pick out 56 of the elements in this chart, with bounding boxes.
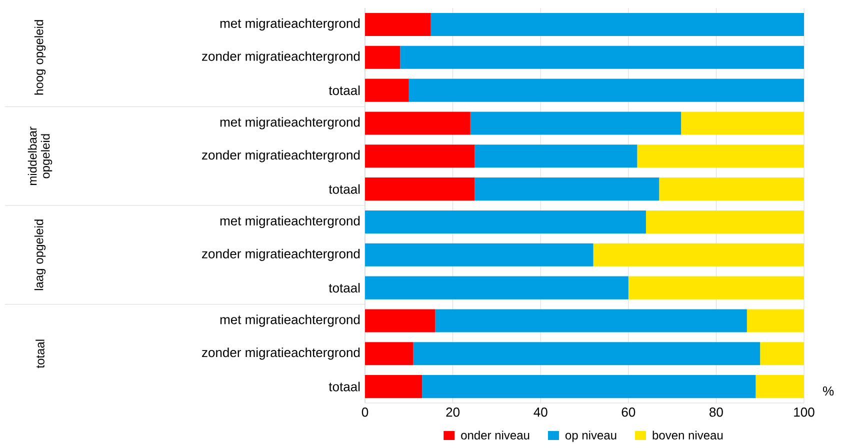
bar: [365, 276, 628, 300]
y-tick-label: totaal: [328, 382, 360, 392]
text: hoog opgeleid: [34, 20, 46, 95]
bar: [637, 144, 804, 168]
bar: [474, 144, 638, 168]
y-tick-label: totaal: [328, 86, 360, 96]
y-tick-label: zonder migratieachtergrond: [202, 348, 360, 360]
bar: [365, 375, 422, 398]
bar: [365, 112, 470, 135]
bar: [646, 210, 804, 234]
x-tick-label: 40: [534, 408, 548, 417]
bar: [365, 178, 475, 201]
y-tick-label: met migratieachtergrond: [220, 18, 360, 31]
x-tick-label: 20: [446, 408, 460, 417]
bar: [408, 78, 804, 102]
bar: [365, 309, 436, 332]
y-tick-label: met migratieachtergrond: [220, 216, 360, 228]
y-tick-label: met migratieachtergrond: [220, 117, 360, 130]
legend-label: onder niveau: [461, 430, 530, 440]
bar: [365, 210, 646, 234]
bar: [400, 46, 804, 69]
bar: [365, 78, 409, 102]
bar: [435, 309, 747, 332]
legend-label: boven niveau: [652, 430, 723, 440]
bar: [756, 375, 804, 398]
x-tick-label: 60: [622, 408, 636, 417]
x-tick-label: 0: [362, 408, 368, 417]
x-tick-label: 80: [710, 408, 723, 417]
bar: [365, 144, 475, 168]
bar: [365, 243, 594, 266]
y-tick-label: totaal: [328, 184, 360, 194]
bar: [413, 342, 760, 366]
y-tick-label: zonder migratieachtergrond: [202, 150, 360, 162]
bar: [628, 276, 804, 300]
bar: [365, 12, 431, 36]
bar: [365, 46, 400, 69]
y-tick-label: met migratieachtergrond: [220, 314, 360, 327]
text: totaal: [36, 340, 44, 368]
bar: [760, 342, 804, 366]
x-tick-label: 100: [794, 408, 814, 417]
bar: [474, 178, 660, 201]
legend-label: op niveau: [565, 430, 616, 442]
x-axis-title: %: [823, 386, 834, 396]
text: laag opgeleid: [34, 220, 46, 290]
bar: [746, 309, 804, 332]
bar: [681, 112, 804, 135]
bar: [365, 342, 414, 366]
bar: [430, 12, 804, 36]
text: middelbaar opgeleid: [28, 126, 52, 186]
bar: [593, 243, 804, 266]
bar: [659, 178, 804, 201]
bar: [470, 112, 682, 135]
bar: [422, 375, 756, 398]
y-tick-label: zonder migratieachtergrond: [202, 248, 360, 261]
y-tick-label: totaal: [328, 283, 360, 293]
y-tick-label: zonder migratieachtergrond: [202, 51, 360, 64]
